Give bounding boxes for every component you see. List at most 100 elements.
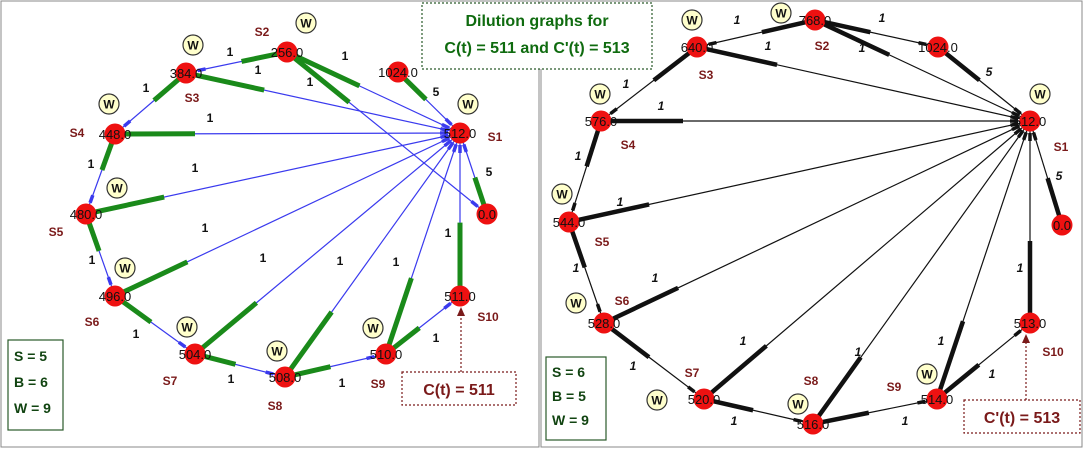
edge-right-m640-m512: [696, 46, 1031, 122]
w-badge-label: W: [921, 368, 933, 382]
w-badge: W: [182, 34, 204, 56]
edge-thick-segment: [203, 353, 237, 367]
w-badge-label: W: [271, 345, 283, 359]
w-badge-circle: [114, 257, 136, 279]
edge-thick-segment: [386, 277, 414, 347]
edge-arrow: [451, 143, 458, 153]
left-panel-frame: [0, 0, 540, 448]
edge-label: 1: [740, 334, 747, 348]
node-label: 510.0: [370, 347, 403, 362]
edge-arrow: [1010, 121, 1019, 127]
edge-thick-segment: [1045, 177, 1062, 218]
left-nodes: 256.0S2 W 1024.0 384.0 S3 W 512.0 S1 W 448.0 S4 W 0.…: [49, 12, 503, 413]
node-label: 496.0: [99, 289, 132, 304]
edge-right-m520-m516: [703, 398, 814, 425]
edge-arrow: [1013, 107, 1022, 115]
edge-label: 1: [879, 11, 886, 25]
edge-arrow: [443, 139, 452, 148]
edge-right-m768-m512: [814, 19, 1031, 122]
w-badge-label: W: [594, 88, 606, 102]
node-circle: [1051, 214, 1073, 236]
node-s-label: S2: [255, 25, 270, 39]
edge-label: 1: [337, 254, 344, 268]
edge-label: 1: [731, 414, 738, 428]
edge-arrow: [441, 136, 450, 144]
edge-right-m528-m512: [603, 120, 1031, 324]
edge-label: 1: [938, 334, 945, 348]
node-label: 1024.0: [378, 65, 418, 80]
node-circle: [804, 9, 826, 31]
edge-thick-segment: [584, 128, 601, 168]
edge-right-m514-m512: [936, 120, 1031, 400]
edge-arrow: [1016, 129, 1025, 139]
node-right-m514: 514.0 S9 W: [887, 363, 953, 410]
right-target-label: C'(t) = 513: [984, 410, 1060, 427]
right-panel-frame: [540, 0, 1083, 448]
right-info-box: S = 6 B = 5 W = 9: [545, 356, 607, 441]
node-right-m544: 544.0 S5 W: [551, 183, 610, 249]
node-label: 528.0: [588, 316, 621, 331]
w-badge: W: [1029, 83, 1051, 105]
edge-label: 1: [89, 253, 96, 267]
edge-thick-segment: [241, 51, 279, 64]
edge-arrow: [470, 200, 479, 208]
edge-left-n496-n504: [114, 295, 196, 355]
node-circle: [1019, 110, 1041, 132]
node-right-m513: 513.0 S10: [1014, 312, 1064, 359]
right-info-b: B = 5: [552, 388, 586, 404]
w-badge-circle: [176, 316, 198, 338]
w-badge-label: W: [367, 322, 379, 336]
node-circle: [104, 285, 126, 307]
w-badge: W: [98, 93, 120, 115]
node-left-n504: 504.0S7 W: [163, 316, 211, 388]
node-circle: [686, 36, 708, 58]
w-badge-label: W: [111, 182, 123, 196]
edge-thick-segment: [472, 176, 487, 207]
w-badge-circle: [681, 9, 703, 31]
w-badge-circle: [98, 93, 120, 115]
w-badge-label: W: [103, 98, 115, 112]
title-box: Dilution graphs for C(t) = 511 and C'(t)…: [421, 2, 653, 70]
edge-thick-segment: [99, 141, 115, 171]
edge-thick-segment: [293, 364, 332, 378]
node-s-label: S2: [815, 39, 830, 53]
w-badge-label: W: [187, 39, 199, 53]
edge-thick-segment: [822, 21, 891, 57]
edge-thick-segment: [816, 356, 863, 418]
node-circle: [276, 41, 298, 63]
node-label: 768.0: [799, 13, 832, 28]
node-s-label: S5: [595, 235, 610, 249]
w-badge-label: W: [1034, 88, 1046, 102]
node-right-m768: 768.0 S2 W: [770, 2, 832, 53]
w-badge: W: [551, 183, 573, 205]
edge-arrow: [265, 370, 274, 376]
edge-label: 1: [734, 13, 741, 27]
w-badge-label: W: [181, 321, 193, 335]
edge-thick-segment: [569, 229, 587, 269]
node-s-label: S9: [887, 380, 902, 394]
edge-thick-segment: [712, 398, 754, 413]
edge-thick-segment: [288, 310, 334, 372]
edge-left-n384-n512: [185, 72, 461, 134]
w-badge-circle: [646, 389, 668, 411]
w-badge-circle: [1029, 83, 1051, 105]
w-badge-circle: [457, 93, 479, 115]
edge-label: 5: [986, 65, 993, 79]
w-badge: W: [770, 2, 792, 24]
node-label: 508.0: [269, 370, 302, 385]
edge-label: 5: [486, 165, 493, 179]
edge-left-n256-n384: [185, 51, 288, 74]
edge-thick-segment: [122, 259, 189, 295]
node-circle: [926, 388, 948, 410]
edge-right-m514-m513: [936, 322, 1031, 400]
edge-thick-segment: [823, 19, 871, 35]
left-edge-labels: 1 1 1 5 5 1 1 1 1 1 1 1 1 1 1 1 1 1 1 1: [88, 45, 493, 390]
node-label: 480.0: [70, 207, 103, 222]
right-nodes: 768.0 S2 W 640.0 S3 W 1024.0 512.0 S1 W 576.0S4 W 0.…: [551, 2, 1073, 435]
edge-arrow: [609, 107, 618, 116]
edge-right-m528-m520: [603, 322, 705, 400]
node-label: 640.0: [681, 40, 714, 55]
w-badge-circle: [565, 292, 587, 314]
edge-label: 5: [1056, 169, 1063, 183]
left-info-b: B = 6: [14, 374, 48, 390]
